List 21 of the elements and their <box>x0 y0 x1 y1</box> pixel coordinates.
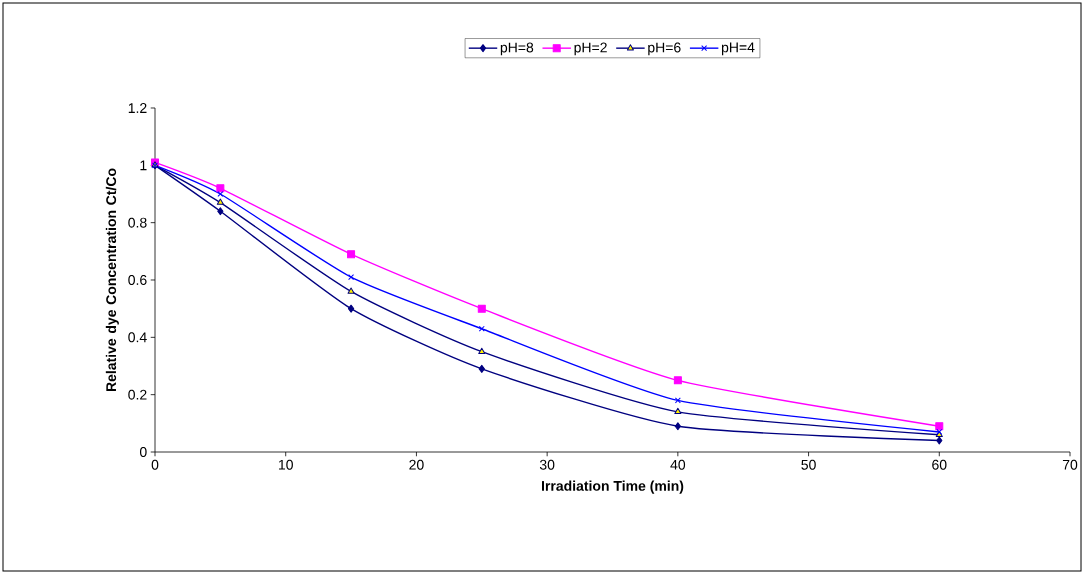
x-tick-label: 60 <box>932 459 947 470</box>
legend-label: pH=2 <box>574 42 607 56</box>
y-tick-label: 1.2 <box>128 103 147 113</box>
x-tick-label: 70 <box>1062 459 1078 470</box>
y-tick-label: 0.8 <box>128 217 147 228</box>
x-axis-title: Irradiation Time (min) <box>542 480 684 494</box>
x-tick-label: 20 <box>409 459 424 470</box>
y-tick-label: 0.2 <box>128 389 147 400</box>
y-tick-label: 0.4 <box>128 332 147 343</box>
y-tick-label: 1 <box>140 160 147 171</box>
x-tick-label: 10 <box>278 459 293 470</box>
x-tick-label: 40 <box>670 459 686 470</box>
legend-label: pH=8 <box>500 42 534 56</box>
x-tick-label: 0 <box>151 459 159 470</box>
x-tick-label: 30 <box>539 459 555 470</box>
x-tick-label: 50 <box>801 459 816 470</box>
legend-label: pH=4 <box>721 42 755 56</box>
y-tick-label: 0 <box>139 447 147 457</box>
y-tick-label: 0.6 <box>128 275 147 285</box>
legend-label: pH=6 <box>648 42 681 56</box>
y-axis-title: Relative dye Concentration Ct/Co <box>105 168 119 392</box>
